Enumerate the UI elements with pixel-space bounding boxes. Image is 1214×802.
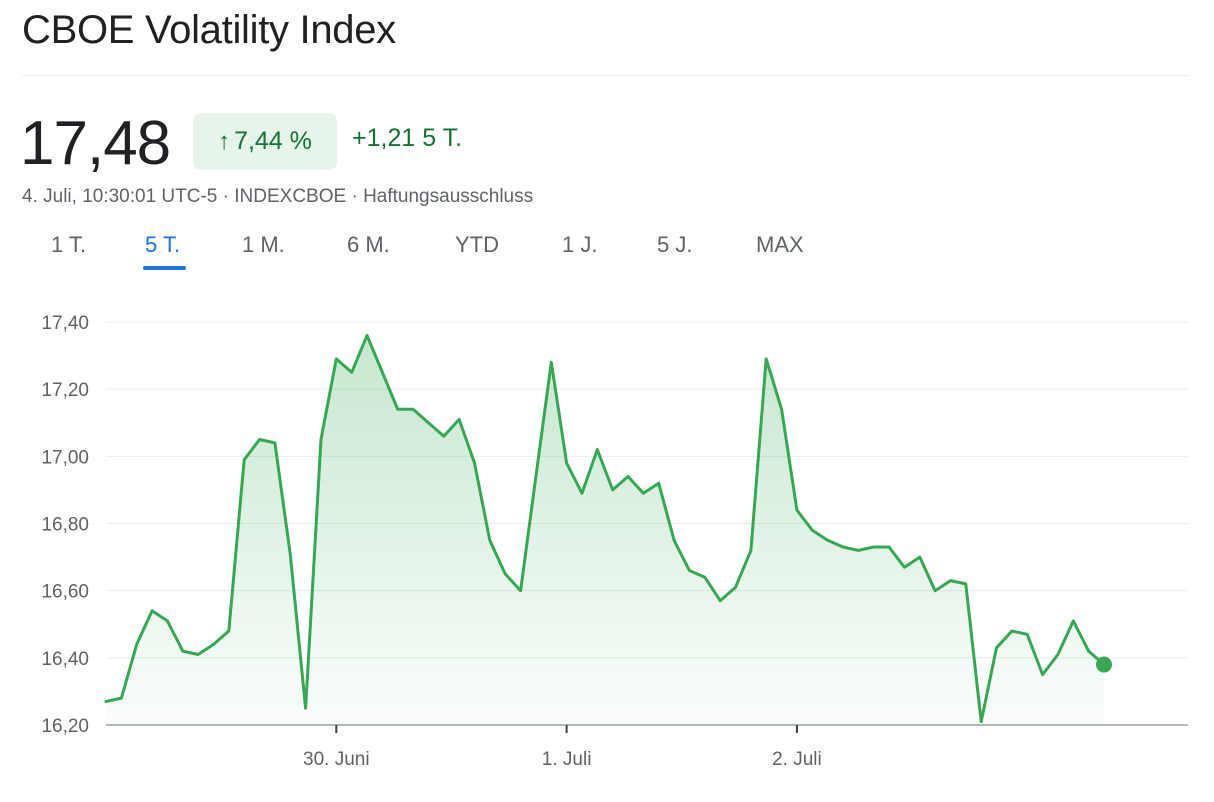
quote-meta: 4. Juli, 10:30:01 UTC-5 · INDEXCBOE · Ha… [22,186,533,208]
tab-5-years[interactable]: 5 J. [657,232,693,257]
y-tick-label: 16,60 [41,582,89,603]
quote-exchange: INDEXCBOE [234,186,347,207]
y-tick-label: 16,20 [41,716,89,737]
tab-ytd[interactable]: YTD [455,232,499,257]
series-area [106,335,1104,725]
y-tick-label: 16,80 [41,515,89,536]
change-absolute: +1,21 5 T. [352,124,463,152]
tab-6-months[interactable]: 6 M. [347,232,390,257]
disclaimer-link[interactable]: Haftungsausschluss [363,186,534,207]
meta-separator: · [351,186,358,207]
y-tick-label: 17,20 [41,380,89,401]
y-tick-label: 17,40 [41,313,89,334]
x-tick-label: 30. Juni [303,749,370,770]
change-percent-value: 7,44 % [234,127,312,155]
quote-timestamp: 4. Juli, 10:30:01 UTC-5 [22,186,218,207]
change-percent-badge: ↑ 7,44 % [193,113,337,170]
header-divider [22,75,1188,76]
tab-1-day[interactable]: 1 T. [51,232,87,257]
time-range-tabs: 1 T. 5 T. 1 M. 6 M. YTD 1 J. 5 J. MAX [0,232,900,272]
active-tab-indicator [143,266,186,270]
y-tick-label: 16,40 [41,649,89,670]
page-title: CBOE Volatility Index [22,8,396,52]
tab-max[interactable]: MAX [756,232,804,257]
series-line [104,333,1106,724]
x-tick-label: 2. Juli [772,749,822,770]
arrow-up-icon: ↑ [218,127,231,155]
meta-separator: · [222,186,229,207]
price-chart[interactable]: 17,40 17,20 17,00 16,80 16,60 16,40 16,20 30. J… [0,290,1214,790]
tab-5-days[interactable]: 5 T. [145,232,181,257]
current-price: 17,48 [20,109,171,178]
tab-1-year[interactable]: 1 J. [562,232,598,257]
last-price-marker [1096,656,1112,673]
tab-1-month[interactable]: 1 M. [242,232,285,257]
x-tick-label: 1. Juli [542,749,592,770]
y-tick-label: 17,00 [41,447,89,468]
